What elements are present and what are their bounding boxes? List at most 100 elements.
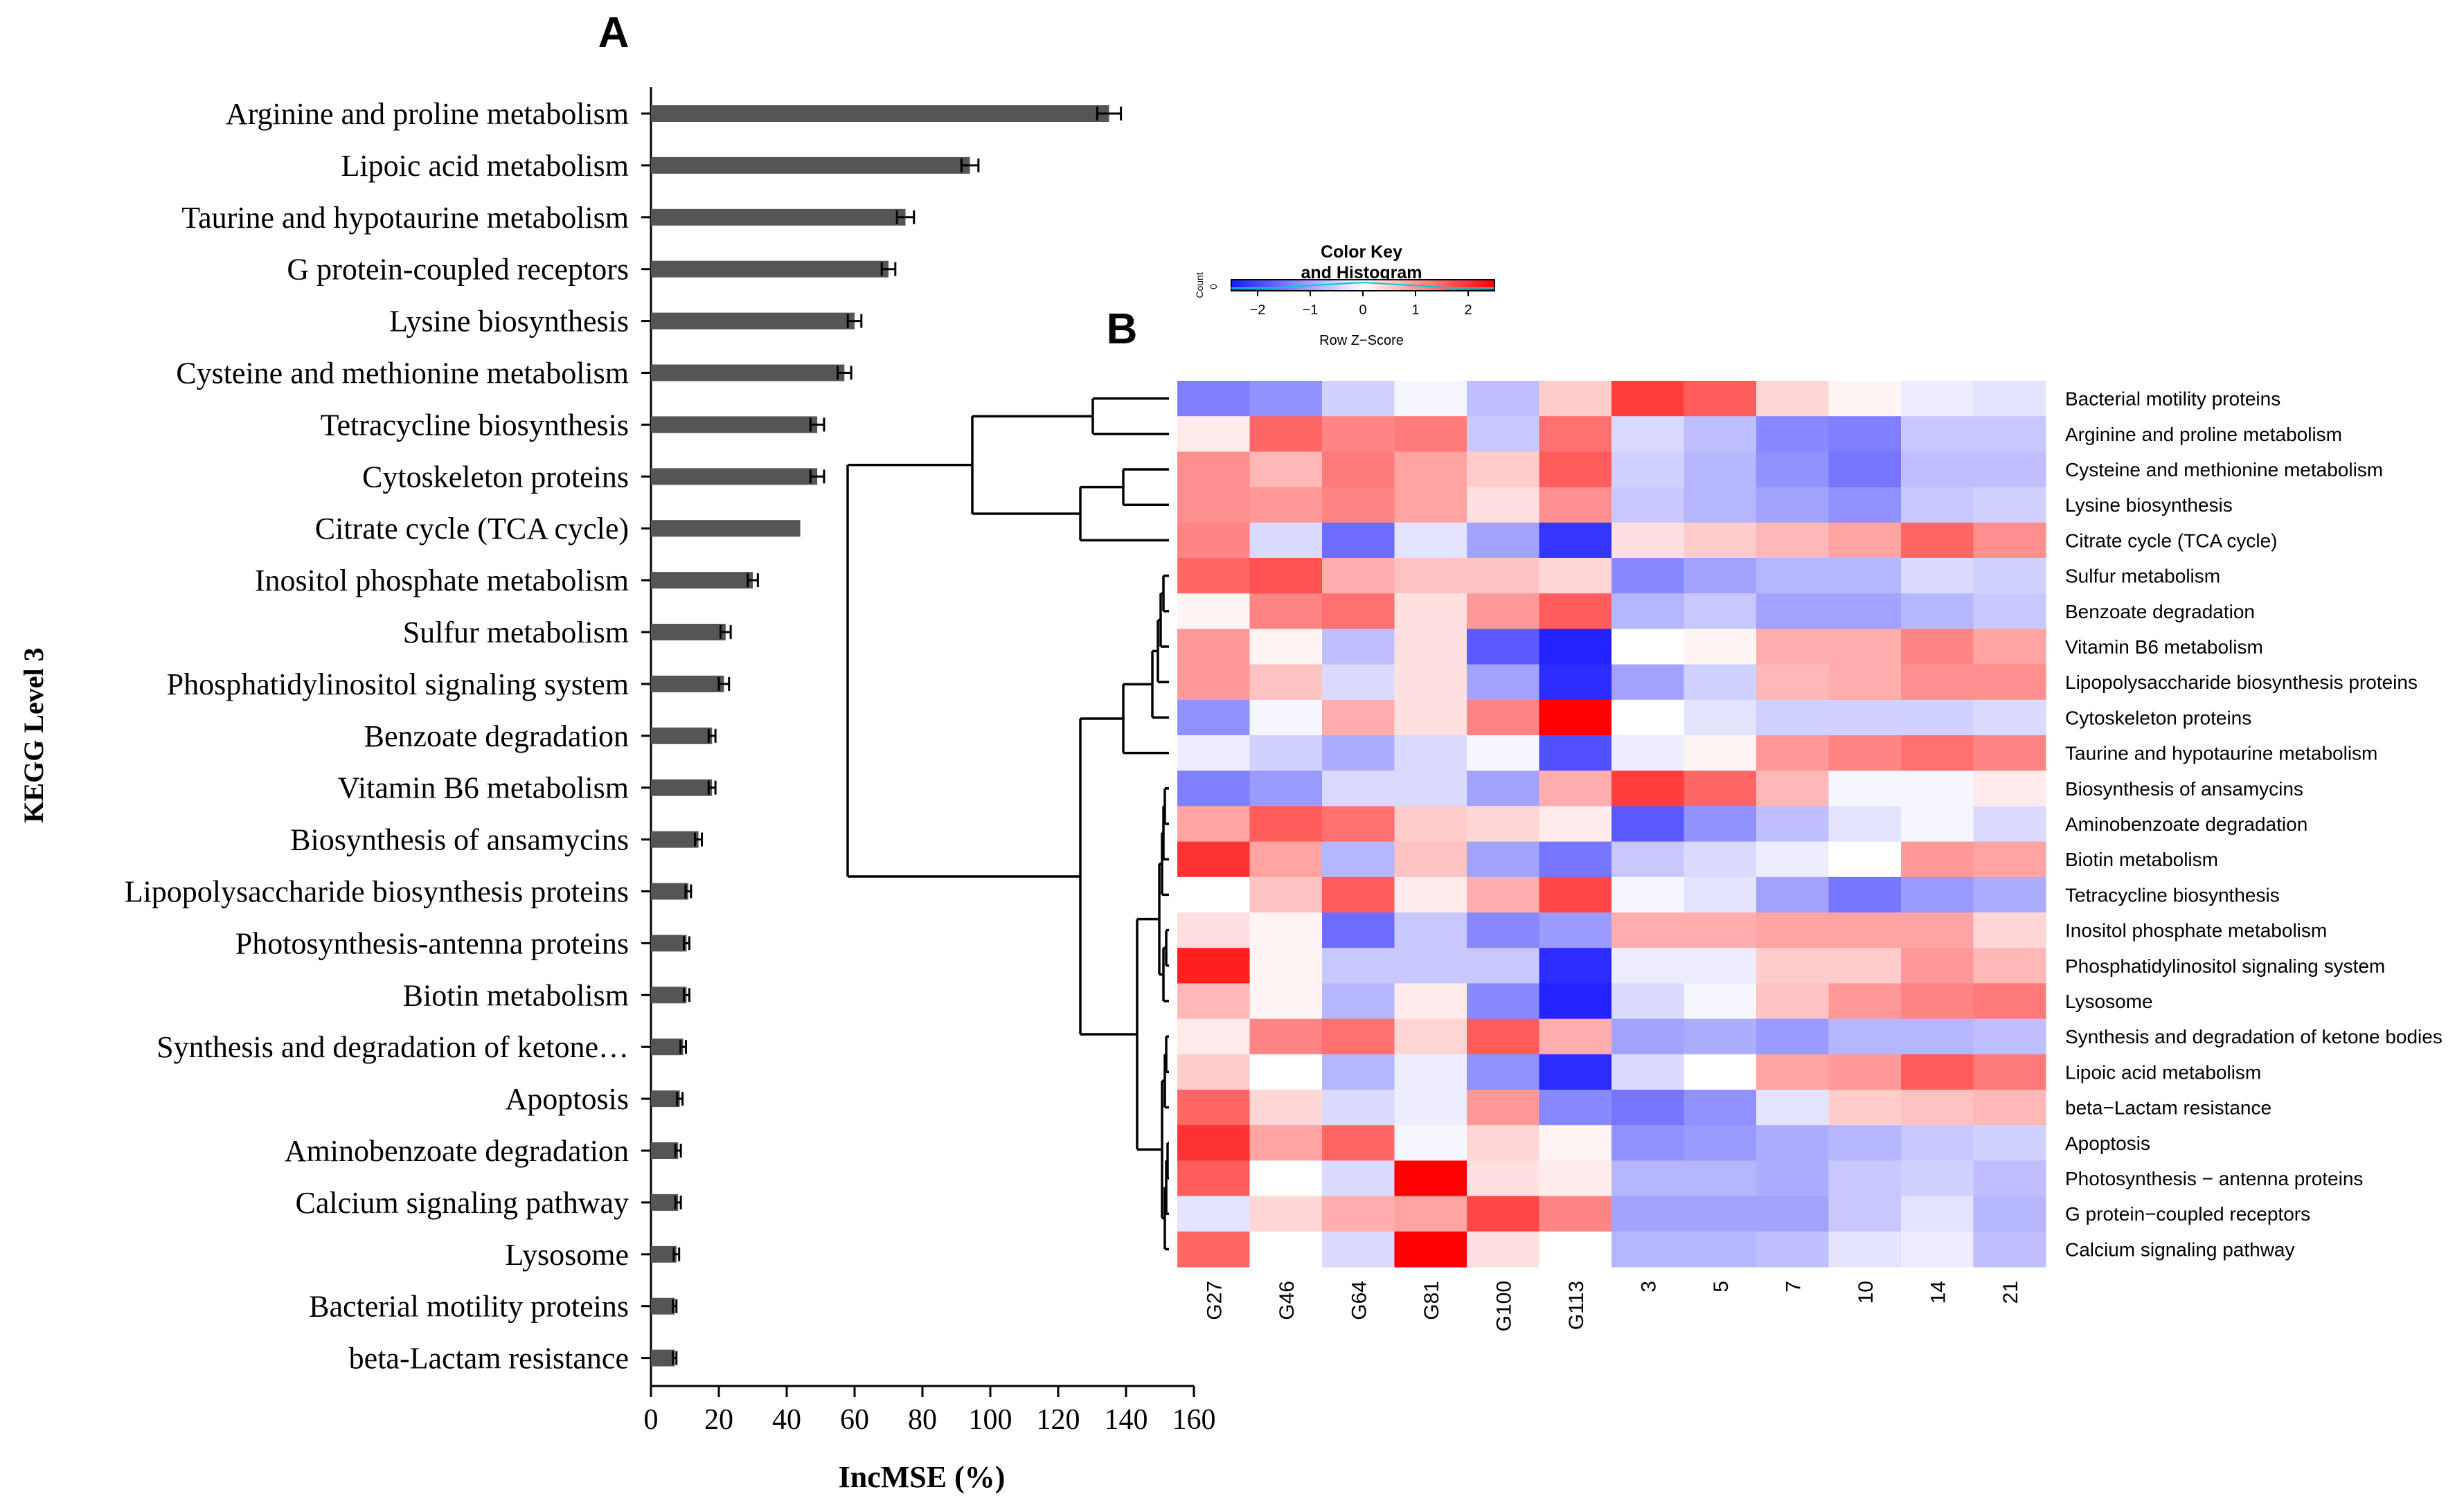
heatmap-cell [1973,806,2046,843]
heatmap-cell [1467,806,1540,843]
heatmap-row-label: Benzoate degradation [2065,601,2255,622]
heatmap-row-label: Tetracycline biosynthesis [2065,884,2280,906]
heatmap-cell [1684,912,1757,948]
color-key-histogram [1231,281,1494,289]
heatmap-cell [1828,806,1902,843]
heatmap-cell [1177,806,1251,843]
heatmap-cell [1539,1125,1612,1161]
bar [651,468,818,485]
heatmap-cell [1828,1231,1902,1268]
heatmap-cell [1756,451,1830,488]
heatmap-cell [1828,876,1902,913]
heatmap-cell [1756,771,1830,807]
heatmap-cell [1539,558,1612,594]
bar [651,260,889,278]
bar [651,935,687,952]
heatmap-cell [1539,629,1612,665]
heatmap-cell [1249,948,1323,984]
heatmap-cell [1177,1231,1251,1268]
x-tick-label: 0 [644,1404,659,1436]
category-label: Tetracycline biosynthesis [321,408,629,442]
heatmap-cell [1249,487,1323,523]
heatmap-cell [1322,841,1395,878]
heatmap-cell [1467,381,1540,417]
category-label: Biosynthesis of ansamycins [290,823,629,857]
heatmap-cell [1612,735,1685,771]
heatmap-cell [1394,948,1467,984]
bar [651,1090,680,1108]
heatmap-cell [1539,735,1612,771]
heatmap-cell [1828,664,1902,701]
heatmap-cell [1177,593,1251,629]
heatmap-cell [1394,522,1467,559]
heatmap-cell [1973,664,2046,701]
heatmap-cell [1756,1090,1830,1126]
heatmap-cell [1394,1018,1467,1055]
heatmap-cell [1901,1090,1974,1126]
heatmap-cell [1828,1196,1902,1232]
heatmap-cell [1539,416,1612,452]
panel-label-b: B [1107,305,1138,353]
heatmap-cell [1756,664,1830,701]
heatmap-cell [1684,806,1757,843]
bar [651,208,906,226]
heatmap-cell [1394,1125,1467,1161]
color-key-gradient [1231,279,1495,291]
heatmap-cell [1684,876,1757,913]
heatmap-cell [1539,806,1612,843]
category-label: Citrate cycle (TCA cycle) [315,512,629,546]
bar [651,779,713,796]
heatmap-cell [1684,487,1757,523]
heatmap-cell [1539,699,1612,736]
heatmap-cell [1177,771,1251,807]
heatmap-cell [1249,876,1323,913]
heatmap-cell [1177,381,1251,417]
category-label: Bacterial motility proteins [309,1290,629,1324]
heatmap-column-label: G81 [1420,1281,1443,1320]
heatmap-cell [1828,735,1902,771]
x-tick-label: 120 [1037,1404,1080,1436]
heatmap-cell [1394,771,1467,807]
heatmap-row-label: Citrate cycle (TCA cycle) [2065,530,2278,551]
heatmap-cell [1467,771,1540,807]
heatmap-cell [1394,806,1467,843]
color-key-tick-label: 2 [1464,303,1472,318]
category-label: Aminobenzoate degradation [285,1134,629,1168]
heatmap-cell [1973,771,2046,807]
bar [651,1349,675,1367]
heatmap-column-label: G64 [1348,1281,1371,1320]
heatmap-cell [1901,912,1974,948]
heatmap-cell [1901,983,1974,1020]
heatmap-cell [1973,629,2046,665]
heatmap-cell [1467,487,1540,523]
row-dendrogram [846,397,1169,1251]
heatmap-cell [1612,629,1685,665]
bar [651,572,753,589]
heatmap-cell [1539,771,1612,807]
heatmap-cell [1828,948,1902,984]
heatmap-cell [1467,558,1540,594]
heatmap-column-label: 14 [1927,1281,1949,1304]
color-key-count-tick: 0 [1208,284,1219,289]
heatmap-cell [1684,841,1757,878]
category-label: Cytoskeleton proteins [362,460,629,494]
heatmap-cell [1539,593,1612,629]
heatmap-cell [1249,771,1323,807]
category-label: Phosphatidylinositol signaling system [167,667,629,701]
heatmap-cell [1467,629,1540,665]
heatmap-cell [1177,1196,1251,1232]
heatmap-cell [1901,664,1974,701]
bar [651,1038,684,1056]
bar [651,416,818,433]
heatmap-cell [1973,558,2046,594]
color-key-title-line-1: Color Key [1321,242,1402,262]
heatmap-cell [1756,983,1830,1020]
heatmap-cell [1756,699,1830,736]
heatmap-cell [1756,735,1830,771]
heatmap-cell [1756,629,1830,665]
heatmap-cell [1249,558,1323,594]
heatmap-cell [1249,1125,1323,1161]
heatmap-cell [1322,1196,1395,1232]
heatmap-cell [1394,487,1467,523]
heatmap-cell [1973,451,2046,488]
